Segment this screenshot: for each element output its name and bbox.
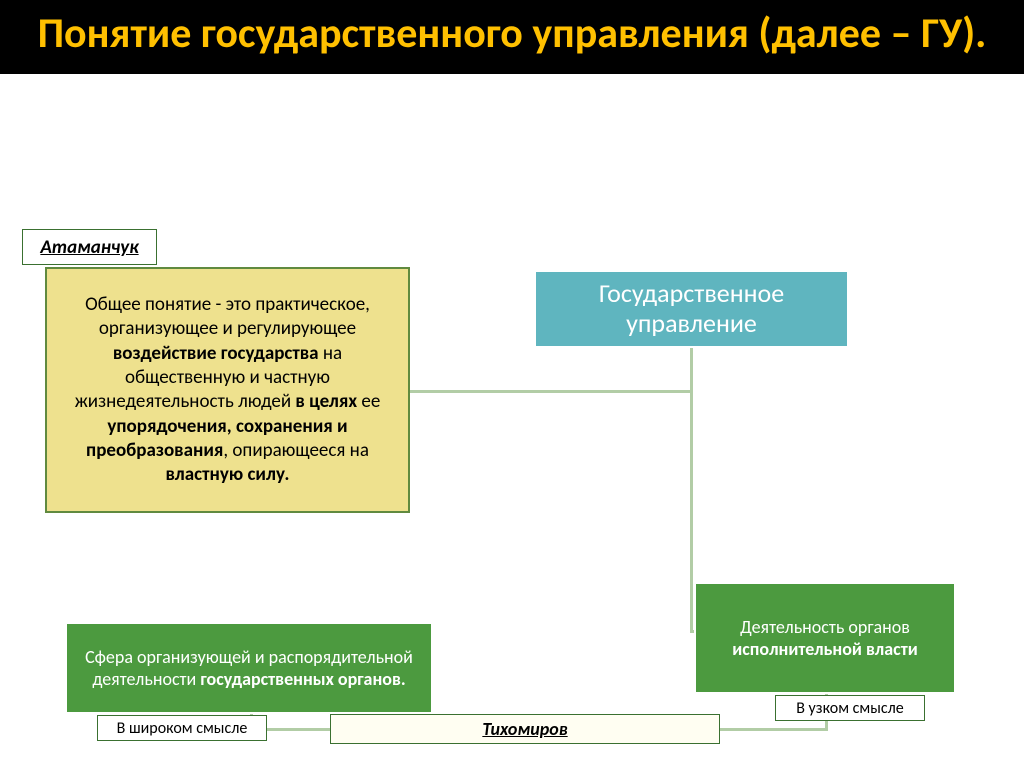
state-management-box: Государственноеуправление: [534, 270, 849, 348]
header: Понятие государственного управления (дал…: [0, 0, 1024, 74]
wide-sense-text: В широком смысле: [117, 719, 248, 738]
page-title: Понятие государственного управления (дал…: [20, 10, 1004, 58]
tikhomirov-label: Тихомиров: [330, 714, 720, 744]
atamanchuk-label: Атаманчук: [22, 229, 157, 265]
definition-text: Общее понятие - это практическое, органи…: [59, 293, 396, 488]
definition-box: Общее понятие - это практическое, органи…: [45, 267, 410, 513]
broad-sense-text: Сфера организующей и распорядительной де…: [79, 646, 419, 691]
narrow-sense-label: В узком смысле: [775, 695, 925, 721]
narrow-sense-label-text: В узком смысле: [796, 699, 904, 718]
narrow-sense-text: Деятельность органов исполнительной влас…: [708, 616, 942, 661]
narrow-sense-box: Деятельность органов исполнительной влас…: [694, 582, 956, 694]
connector-yellow-to-vertical: [410, 390, 692, 393]
tikhomirov-text: Тихомиров: [482, 718, 567, 740]
atamanchuk-text: Атаманчук: [40, 236, 138, 259]
diagram-content: Атаманчук Общее понятие - это практическ…: [0, 74, 1024, 721]
wide-sense-label: В широком смысле: [97, 715, 267, 741]
state-management-text: Государственноеуправление: [599, 279, 784, 339]
connector-main-vertical: [690, 348, 693, 632]
broad-sense-box: Сфера организующей и распорядительной де…: [65, 622, 433, 714]
